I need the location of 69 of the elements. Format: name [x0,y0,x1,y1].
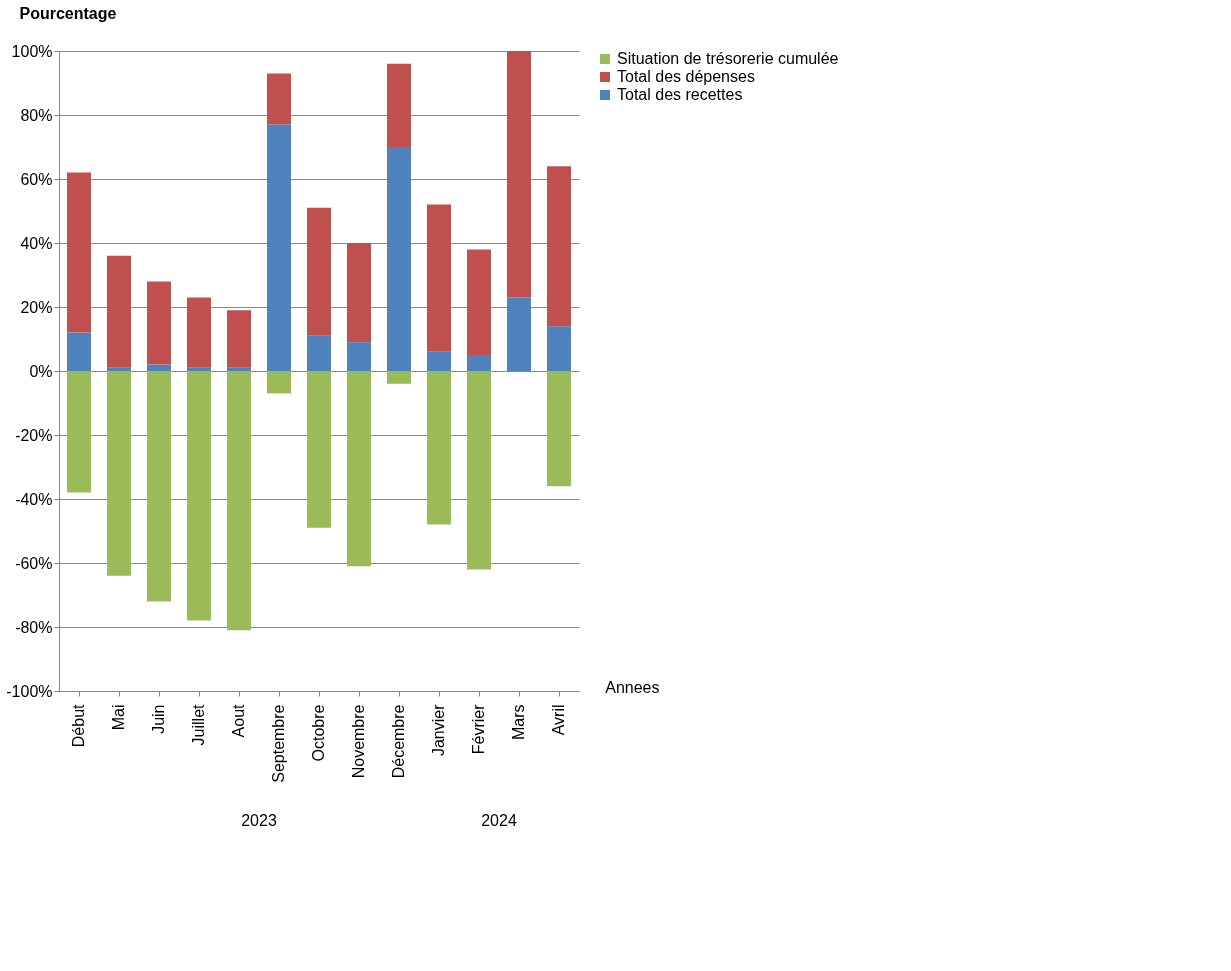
bar [347,371,371,567]
bar [427,371,451,525]
legend-label: Situation de trésorerie cumulée [617,50,839,67]
bar [227,310,251,368]
x-tick-label: Juin [150,704,167,734]
bar [307,371,331,528]
bar [107,371,131,576]
x-tick-label: Octobre [310,704,327,762]
bar [67,371,91,493]
y-tick-label: -80% [15,618,53,636]
y-tick-label: 80% [20,106,53,124]
text: 2023 [241,812,277,829]
bar [547,166,571,327]
bar [187,371,211,621]
x-tick-label: Février [470,703,487,755]
y-tick-label: -40% [15,490,53,508]
bar [67,172,91,333]
bar [387,63,411,147]
bar [547,371,571,487]
y-tick-label: 60% [20,170,53,188]
bar [347,342,371,371]
bar [147,281,171,365]
bar [227,371,251,631]
x-tick-label: Mars [510,704,527,741]
x-tick-label: Juillet [190,703,207,746]
x-tick-label: Mai [110,704,127,731]
y-tick-label: -100% [6,682,53,700]
bar [467,249,491,355]
bar [387,147,411,371]
x-axis-title: Annees [605,678,660,696]
y-tick-label: 20% [20,298,53,316]
bar [347,243,371,343]
bar [307,207,331,336]
x-tick-label: Avril [550,704,567,736]
bar [227,367,251,371]
y-tick-label: -60% [15,554,53,572]
bar [107,255,131,368]
y-tick-label: 100% [11,42,53,60]
bar [267,124,291,371]
x-tick-label: Décembre [390,704,407,779]
legend-label: Total des dépenses [617,68,755,85]
bar [427,351,451,371]
bar [267,371,291,394]
bar [507,51,531,298]
y-axis-title: Pourcentage [19,4,117,22]
bar [547,326,571,371]
bar [467,371,491,570]
x-tick-label: Septembre [270,704,287,783]
bar [267,73,291,125]
bar [387,371,411,384]
y-tick-label: 40% [20,234,53,252]
bar [307,335,331,371]
x-tick-label: Novembre [350,704,367,779]
bar [187,367,211,371]
bar [467,355,491,371]
bar [107,367,131,371]
bar [507,297,531,371]
x-tick-label: Janvier [430,703,447,757]
x-tick-label: Aout [230,703,247,738]
bar [67,332,91,371]
bar [427,204,451,352]
y-tick-label: 0% [29,362,53,380]
bar [147,371,171,602]
legend-label: Total des recettes [617,86,743,103]
bar [147,364,171,371]
bar [187,297,211,368]
x-tick-label: Début [70,703,87,748]
text: 2024 [481,812,517,829]
y-tick-label: -20% [15,426,53,444]
